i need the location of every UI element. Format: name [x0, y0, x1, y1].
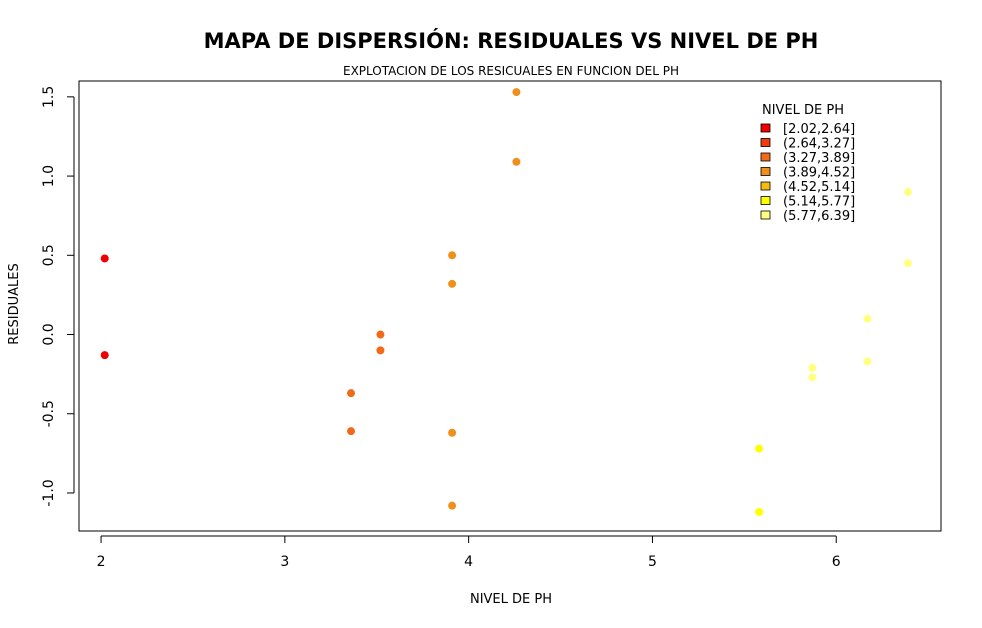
y-axis: -1.0 -0.5 0.0 0.5 1.0 1.5: [41, 86, 75, 507]
y-tick-label: 1.0: [41, 165, 57, 187]
plot-frame: [78, 80, 942, 532]
data-point: [755, 507, 764, 516]
y-tick-label: 0.5: [41, 244, 57, 266]
chart-title: MAPA DE DISPERSIÓN: RESIDUALES VS NIVEL …: [204, 28, 819, 53]
legend-entry-label: (5.14,5.77]: [783, 195, 855, 210]
data-point: [448, 279, 457, 288]
x-tick-label: 5: [648, 554, 657, 570]
legend-swatch: [760, 152, 771, 162]
x-tick-label: 2: [97, 554, 106, 570]
legend-entry-label: [2.02,2.64]: [783, 122, 855, 137]
legend-swatch: [760, 138, 771, 147]
data-points: [100, 88, 912, 516]
data-point: [448, 251, 457, 260]
legend-entry-label: (3.27,3.89]: [783, 151, 855, 166]
x-axis: 2 3 4 5 6: [97, 535, 841, 570]
x-axis-label: NIVEL DE PH: [470, 592, 552, 607]
legend-swatch: [760, 196, 771, 205]
data-point: [448, 501, 457, 510]
legend-entry-label: (5.77,6.39]: [783, 209, 855, 224]
data-point: [755, 444, 764, 453]
data-point: [376, 346, 385, 355]
y-axis-label: RESIDUALES: [7, 263, 22, 344]
legend-entry-label: (2.64,3.27]: [783, 137, 855, 152]
data-point: [100, 254, 109, 263]
data-point: [863, 357, 872, 366]
legend-swatch: [760, 181, 771, 191]
legend-title: NIVEL DE PH: [762, 103, 844, 118]
x-tick-label: 3: [280, 554, 289, 570]
legend-entry-label: (4.52,5.14]: [783, 180, 855, 195]
data-point: [808, 363, 817, 372]
data-point: [376, 330, 385, 339]
y-tick-label: -1.0: [41, 479, 57, 506]
data-point: [512, 88, 521, 97]
data-point: [863, 314, 872, 323]
legend-swatch: [760, 210, 771, 220]
legend-swatch: [760, 167, 771, 176]
data-point: [808, 373, 817, 382]
data-point: [903, 187, 912, 196]
legend: NIVEL DE PH [2.02,2.64](2.64,3.27](3.27,…: [760, 103, 855, 224]
data-point: [448, 428, 457, 437]
legend-entry-label: (3.89,4.52]: [783, 166, 855, 181]
y-tick-label: 0.0: [41, 323, 57, 345]
data-point: [512, 157, 521, 166]
x-tick-label: 4: [464, 554, 473, 570]
data-point: [347, 389, 356, 398]
chart-subtitle: EXPLOTACION DE LOS RESICUALES EN FUNCION…: [343, 64, 679, 78]
legend-swatch: [760, 123, 771, 133]
data-point: [347, 427, 356, 436]
y-tick-label: -0.5: [41, 400, 57, 427]
data-point: [903, 259, 912, 268]
y-tick-label: 1.5: [41, 86, 57, 108]
data-point: [100, 351, 109, 360]
x-tick-label: 6: [832, 554, 841, 570]
